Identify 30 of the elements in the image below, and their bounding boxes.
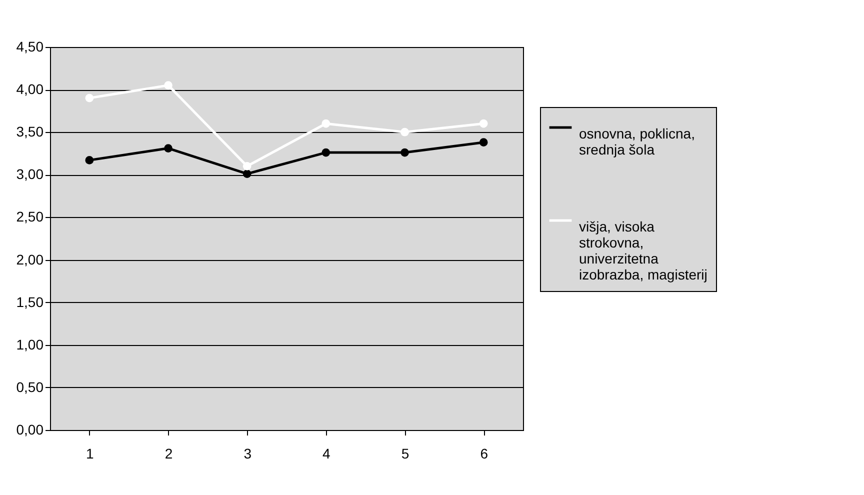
- point: [400, 148, 409, 157]
- point: [242, 170, 252, 178]
- legend-label: osnovna, poklicna, srednja šola: [579, 126, 695, 158]
- point: [85, 156, 94, 164]
- y-tick-label: 0,50: [16, 378, 44, 395]
- y-tick-label: 4,00: [16, 81, 44, 98]
- point: [242, 162, 252, 170]
- y-tick-label: 1,00: [16, 336, 44, 352]
- y-tick-label: 3,00: [16, 166, 44, 182]
- x-tick-label: 6: [480, 446, 488, 462]
- point: [322, 119, 330, 128]
- y-tick-label: 1,50: [16, 294, 44, 310]
- point: [85, 94, 94, 102]
- point: [400, 128, 409, 136]
- point: [164, 81, 172, 90]
- point: [164, 144, 172, 152]
- x-tick-label: 2: [164, 446, 173, 462]
- point: [479, 119, 488, 128]
- point: [322, 148, 330, 157]
- y-tick-label: 4,50: [16, 38, 44, 54]
- x-tick-label: 5: [401, 446, 410, 462]
- x-tick-label: 4: [322, 446, 331, 462]
- y-tick-label: 3,50: [16, 124, 44, 140]
- legend-label: višja, visoka strokovna, univerzitetna izobrazba, magisterij: [579, 218, 708, 282]
- point: [479, 138, 488, 146]
- y-tick-label: 2,50: [16, 208, 44, 225]
- x-tick-label: 1: [86, 446, 94, 462]
- x-tick-label: 3: [244, 446, 252, 462]
- y-tick-label: 0,00: [16, 422, 44, 438]
- y-tick-label: 2,00: [16, 251, 44, 268]
